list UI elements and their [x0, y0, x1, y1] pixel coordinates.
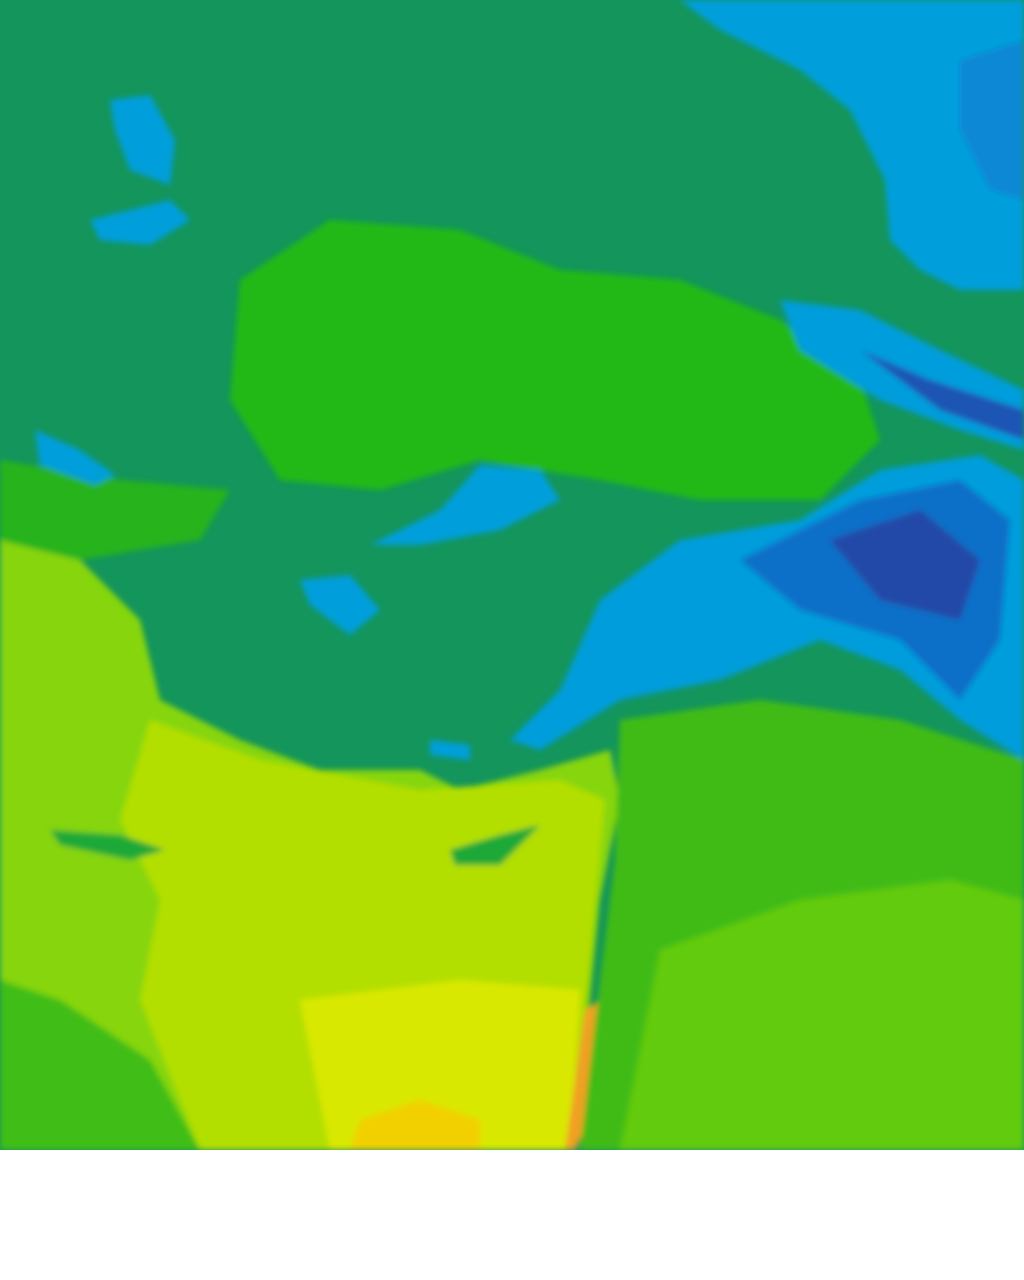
- region-hot: [300, 980, 580, 1150]
- map-layers: [0, 0, 1024, 1150]
- island: [450, 825, 540, 865]
- island: [50, 830, 165, 860]
- region-colder-ridge: [860, 350, 1024, 440]
- region-cold-north: [680, 0, 1024, 290]
- region-coldest-east: [830, 510, 980, 620]
- region-colder-north: [960, 40, 1024, 200]
- map: [0, 0, 1024, 1150]
- patch: [300, 575, 380, 635]
- region-coast: [0, 980, 200, 1150]
- patch: [110, 95, 175, 185]
- patch: [430, 740, 470, 760]
- patch: [35, 430, 115, 485]
- patch: [370, 465, 560, 545]
- region-west: [0, 460, 230, 560]
- terrain: [0, 0, 1024, 1150]
- region-plain: [620, 880, 1024, 1150]
- patch: [90, 200, 190, 245]
- region-hotter: [350, 1100, 480, 1150]
- region-sea: [230, 220, 880, 500]
